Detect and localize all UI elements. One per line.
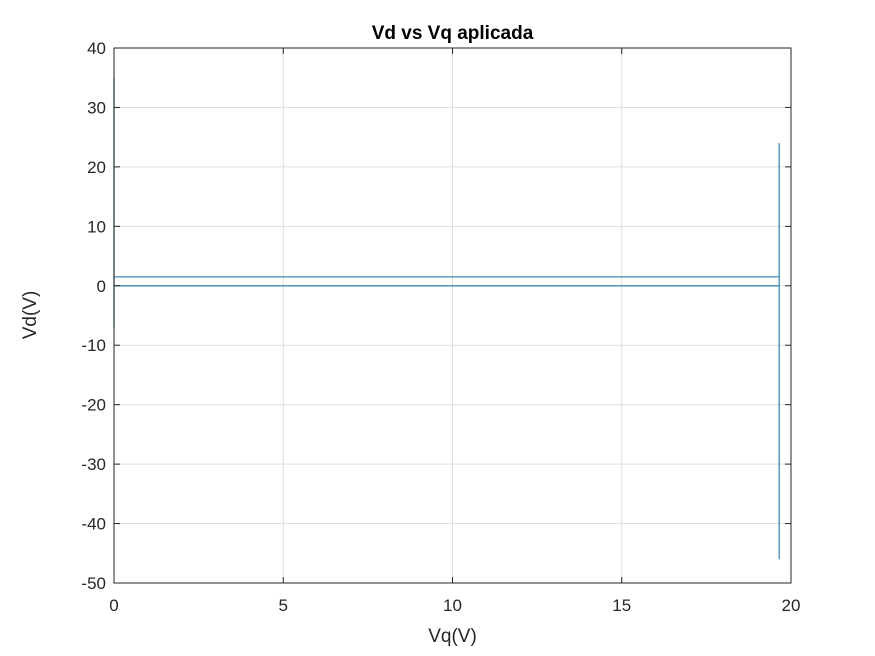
x-tick-labels: 0 5 10 15 20	[109, 596, 800, 615]
x-axis-label: Vq(V)	[428, 626, 477, 647]
y-tick-label: 10	[87, 217, 106, 236]
x-tick-label: 20	[782, 596, 801, 615]
tick-marks	[113, 47, 792, 584]
y-tick-label: 40	[87, 39, 106, 58]
y-tick-label: -40	[81, 515, 106, 534]
x-tick-label: 5	[279, 596, 288, 615]
y-tick-label: -50	[81, 574, 106, 593]
x-tick-label: 0	[109, 596, 118, 615]
y-tick-label: -20	[81, 396, 106, 415]
y-tick-labels: -50 -40 -30 -20 -10 0 10 20 30 40	[81, 39, 106, 593]
y-tick-label: -10	[81, 336, 106, 355]
y-tick-label: -30	[81, 455, 106, 474]
y-tick-label: 20	[87, 158, 106, 177]
y-tick-label: 30	[87, 98, 106, 117]
y-axis-label: Vd(V)	[20, 291, 41, 340]
x-tick-label: 10	[443, 596, 462, 615]
y-tick-label: 0	[97, 277, 106, 296]
x-tick-label: 15	[612, 596, 631, 615]
chart-title: Vd vs Vq aplicada	[372, 23, 534, 44]
